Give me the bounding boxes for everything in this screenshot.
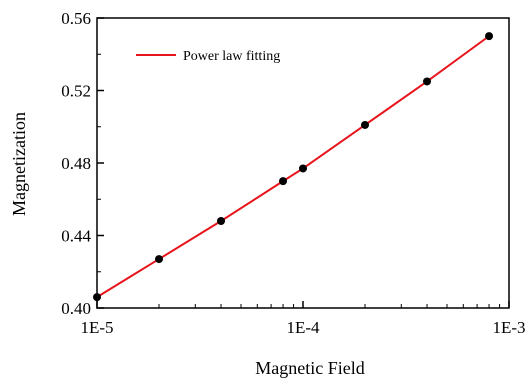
x-tick-label: 1E-5 xyxy=(80,318,113,337)
tick-labels-layer: 1E-5 1E-4 1E-3 0.40 0.44 0.48 0.52 0.56 xyxy=(61,9,525,337)
fit-line xyxy=(96,35,490,298)
data-point xyxy=(485,32,494,41)
data-point xyxy=(279,177,288,186)
x-tick-label: 1E-3 xyxy=(492,318,525,337)
legend: Power law fitting xyxy=(136,49,280,64)
plot-frame xyxy=(96,17,510,309)
y-tick-label: 0.52 xyxy=(61,82,91,101)
y-tick-label: 0.48 xyxy=(61,154,91,173)
y-tick-label: 0.40 xyxy=(61,299,91,318)
points-layer xyxy=(93,32,494,302)
data-point xyxy=(299,164,307,173)
y-axis-title: Magnetization xyxy=(9,112,29,216)
ticks-layer xyxy=(96,17,510,309)
data-point xyxy=(423,77,432,86)
data-point xyxy=(361,120,370,129)
data-point xyxy=(155,255,164,264)
legend-label: Power law fitting xyxy=(183,49,280,64)
x-tick-label: 1E-4 xyxy=(286,318,320,337)
y-tick-label: 0.56 xyxy=(61,9,91,28)
y-tick-label: 0.44 xyxy=(61,227,91,246)
data-point xyxy=(217,217,226,225)
x-axis-title: Magnetic Field xyxy=(255,358,364,378)
